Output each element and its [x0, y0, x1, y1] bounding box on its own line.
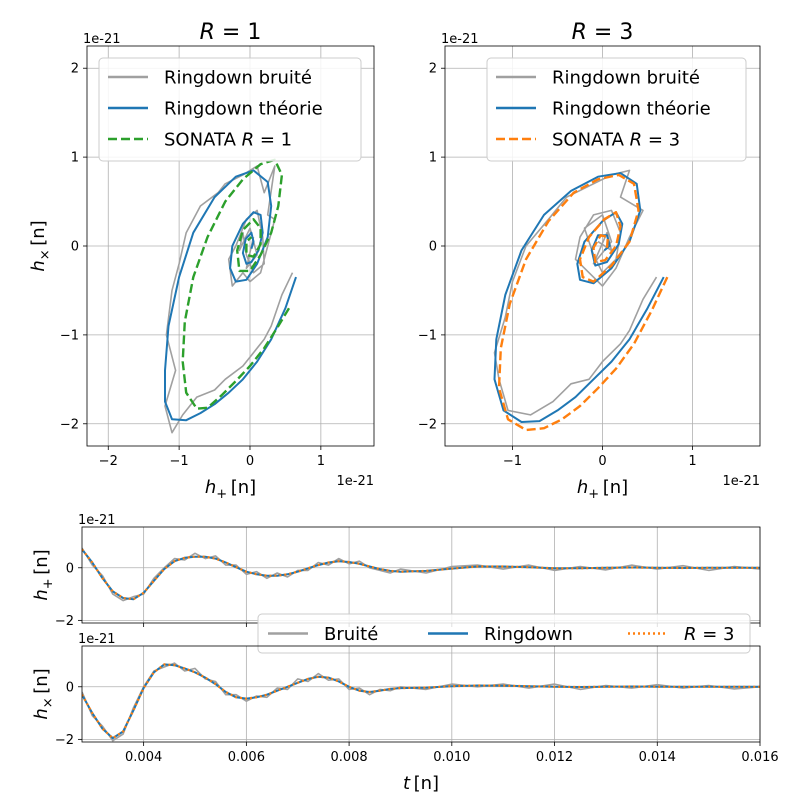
series-line-r-3: [82, 663, 760, 740]
y-tick-label: −1: [418, 328, 437, 343]
y-tick-label: 0: [429, 240, 437, 255]
chart-title: R = 1: [200, 20, 262, 45]
x-tick-label: −1: [503, 454, 522, 469]
series-line-ringdown: [82, 548, 760, 601]
y-scale-offset: 1e-21: [78, 513, 116, 528]
x-tick-label: 0.008: [330, 750, 367, 765]
series-line-sonata-r-3: [497, 173, 669, 432]
y-tick-label: −1: [60, 328, 79, 343]
y-tick-label: −2: [60, 417, 79, 432]
panel-sonata-r3: −1 0 1 −2 −1 0 1 2 1e-21 1e-21 R = 3 h+ [n] Ringdown…: [418, 20, 761, 502]
legend-label: Ringdown bruité: [552, 68, 700, 89]
y-axis-label: h× [n]: [31, 668, 56, 719]
series-line-sonata-r-1: [181, 158, 291, 410]
grid-lines: [82, 527, 761, 623]
panel-h-plus-time: −2 0 1e-21 h+ [n] Bruité Ringdown R = 3: [31, 513, 761, 654]
y-axis-label: h× [n]: [28, 220, 53, 271]
legend-label: Ringdown théorie: [164, 99, 323, 120]
y-tick-label: 2: [71, 62, 79, 77]
series-line-ringdown-bruit-: [164, 165, 294, 434]
legend-box: [257, 613, 751, 654]
y-scale-offset: 1e-21: [78, 632, 116, 647]
grid-lines: [82, 646, 761, 742]
series-line-ringdown-bruit-: [493, 169, 658, 416]
y-tick-label: 2: [429, 62, 437, 77]
y-scale-offset: 1e-21: [83, 32, 121, 47]
series-line-bruit-: [82, 547, 760, 602]
y-tick-label: 0: [71, 240, 79, 255]
x-tick-label: −2: [99, 454, 118, 469]
series-group: [164, 158, 297, 434]
series-group: [493, 169, 669, 432]
y-tick-label: 1: [429, 151, 437, 166]
x-tick-label: 0.010: [433, 750, 470, 765]
series-line-ringdown-th-orie: [493, 172, 665, 423]
x-tick-label: 0.006: [228, 750, 265, 765]
legend-box: [98, 57, 362, 162]
x-tick-label: 0.016: [741, 750, 778, 765]
legend-label: R = 3: [684, 624, 735, 645]
legend-label: Ringdown bruité: [164, 68, 312, 89]
series-group: [82, 662, 760, 742]
series-line-ringdown: [82, 663, 760, 740]
x-tick-label: 1: [317, 454, 325, 469]
y-axis-label: h+ [n]: [31, 549, 56, 600]
x-scale-offset: 1e-21: [336, 474, 374, 489]
x-tick-label: 0.014: [639, 750, 676, 765]
x-tick-label: 0: [598, 454, 606, 469]
y-tick-label: 1: [71, 151, 79, 166]
x-tick-label: 0: [246, 454, 254, 469]
axes-frame: [81, 645, 761, 743]
legend: Bruité Ringdown R = 3: [257, 613, 751, 654]
panel-h-cross-time: 0.004 0.006 0.008 0.010 0.012 0.014 0.016 −2 0 1e…: [31, 632, 779, 794]
panel-sonata-r1: −2 −1 0 1 −2 −1 0 1 2 1e-21 1e-21 R = 1 h+ [n] h× [n]…: [28, 20, 375, 502]
legend-label: SONATA R = 1: [164, 130, 292, 151]
legend-label: Ringdown théorie: [552, 99, 711, 120]
x-tick-label: 1: [688, 454, 696, 469]
legend: Ringdown bruité Ringdown théorie SONATA R …: [98, 57, 362, 162]
x-axis-label: h+ [n]: [577, 477, 628, 502]
y-tick-label: 0: [66, 680, 74, 695]
y-tick-label: −2: [55, 614, 74, 629]
legend-box: [486, 57, 747, 162]
legend-label: Ringdown: [484, 624, 573, 645]
chart-title: R = 3: [572, 20, 634, 45]
axes-frame: [81, 526, 761, 624]
series-group: [82, 547, 760, 602]
x-tick-label: 0.012: [536, 750, 573, 765]
legend: Ringdown bruité Ringdown théorie SONATA R …: [486, 57, 747, 162]
legend-label: SONATA R = 3: [552, 130, 680, 151]
y-tick-label: −2: [418, 417, 437, 432]
y-scale-offset: 1e-21: [441, 32, 479, 47]
x-tick-label: 0.004: [125, 750, 162, 765]
y-tick-label: −2: [55, 733, 74, 748]
legend-label: Bruité: [324, 624, 378, 645]
y-tick-label: 0: [66, 561, 74, 576]
x-axis-label: t [n]: [403, 773, 439, 794]
series-line-r-3: [82, 548, 760, 601]
series-line-bruit-: [82, 662, 760, 742]
x-tick-label: −1: [170, 454, 189, 469]
series-line-ringdown-th-orie: [164, 169, 297, 422]
x-axis-label: h+ [n]: [205, 477, 256, 502]
x-scale-offset: 1e-21: [722, 474, 760, 489]
